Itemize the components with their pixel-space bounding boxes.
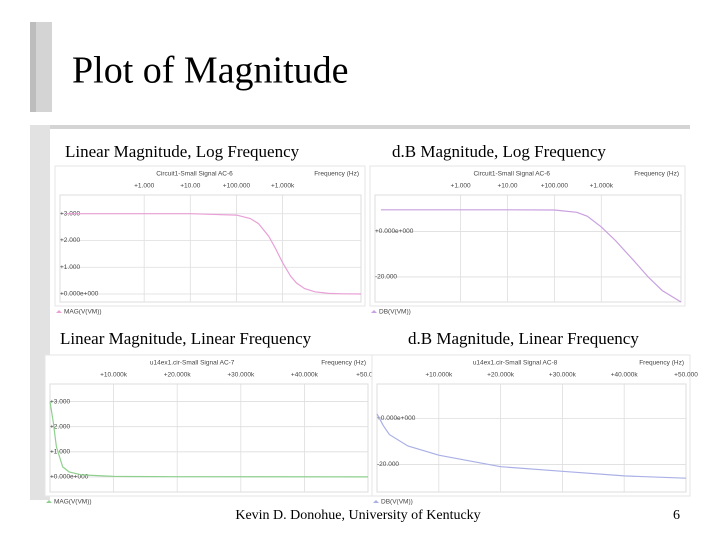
- legend-marker: [46, 500, 52, 503]
- x-axis-label: Frequency (Hz): [639, 360, 684, 367]
- y-tick-label: +1.000: [60, 264, 80, 271]
- x-tick-label: +1.000: [451, 183, 471, 190]
- plot-header: Circuit1-Small Signal AC-6: [473, 171, 550, 178]
- series-line: [49, 401, 369, 478]
- x-tick-label: +10.00: [180, 183, 200, 190]
- x-tick-label: +10.000k: [100, 372, 128, 379]
- y-tick-label: +0.000e+000: [60, 291, 99, 298]
- x-tick-label: +50.000: [356, 372, 380, 379]
- x-tick-label: +1.000k: [271, 183, 295, 190]
- decor-bar: [30, 22, 36, 112]
- x-tick-label: +10.00: [497, 183, 517, 190]
- x-tick-label: +30.000k: [549, 372, 577, 379]
- legend-marker: [56, 310, 62, 313]
- x-tick-label: +100.000: [223, 183, 251, 190]
- y-tick-label: +0.000e+000: [50, 474, 89, 481]
- chart-caption: Linear Magnitude, Log Frequency: [65, 142, 300, 161]
- y-tick-label: +0.000e+000: [375, 228, 414, 235]
- x-tick-label: +20.000k: [487, 372, 515, 379]
- legend-marker: [371, 310, 377, 313]
- x-tick-label: +1.000k: [590, 183, 614, 190]
- chart-caption: Linear Magnitude, Linear Frequency: [60, 329, 312, 348]
- y-tick-label: +0.000e+000: [377, 415, 416, 422]
- y-tick-label: -20.000: [377, 461, 399, 468]
- x-tick-label: +50.000: [674, 372, 698, 379]
- chart-caption: d.B Magnitude, Linear Frequency: [408, 329, 639, 348]
- plot-area: [374, 194, 682, 303]
- x-tick-label: +40.000k: [611, 372, 639, 379]
- y-tick-label: +2.000: [60, 237, 80, 244]
- plot-header: u14ex1.cir-Small Signal AC-7: [150, 360, 235, 367]
- legend-marker: [373, 500, 379, 503]
- plot-frame: [44, 354, 373, 497]
- footer: Kevin D. Donohue, University of Kentucky: [235, 508, 480, 523]
- legend-label: MAG(V(VM)): [64, 309, 102, 316]
- plot-frame: [54, 165, 366, 307]
- legend-label: DB(V(VM)): [381, 499, 413, 506]
- page-number: 6: [673, 508, 680, 523]
- y-tick-label: +3.000: [50, 398, 70, 405]
- x-tick-label: +100.000: [541, 183, 569, 190]
- y-tick-label: +1.000: [50, 449, 70, 456]
- x-tick-label: +1.000: [134, 183, 154, 190]
- x-tick-label: +40.000k: [291, 372, 319, 379]
- y-tick-label: -20.000: [375, 274, 397, 281]
- x-tick-label: +20.000k: [164, 372, 192, 379]
- plot-frame: [371, 354, 691, 497]
- y-tick-label: +2.000: [50, 423, 70, 430]
- decor-bar: [30, 125, 690, 129]
- series-line: [380, 209, 682, 303]
- legend-label: DB(V(VM)): [379, 309, 411, 316]
- plot-header: Circuit1-Small Signal AC-6: [156, 171, 233, 178]
- chart-caption: d.B Magnitude, Log Frequency: [392, 142, 606, 161]
- series-line: [65, 213, 362, 295]
- x-axis-label: Frequency (Hz): [634, 171, 679, 178]
- x-tick-label: +10.000k: [425, 372, 453, 379]
- plot-frame: [369, 165, 686, 307]
- x-tick-label: +30.000k: [227, 372, 255, 379]
- legend-label: MAG(V(VM)): [54, 499, 92, 506]
- plot-area: [59, 194, 362, 303]
- x-axis-label: Frequency (Hz): [314, 171, 359, 178]
- x-axis-label: Frequency (Hz): [321, 360, 366, 367]
- plot-header: u14ex1.cir-Small Signal AC-8: [473, 360, 558, 367]
- series-line: [376, 413, 687, 479]
- slide-title: Plot of Magnitude: [72, 50, 349, 92]
